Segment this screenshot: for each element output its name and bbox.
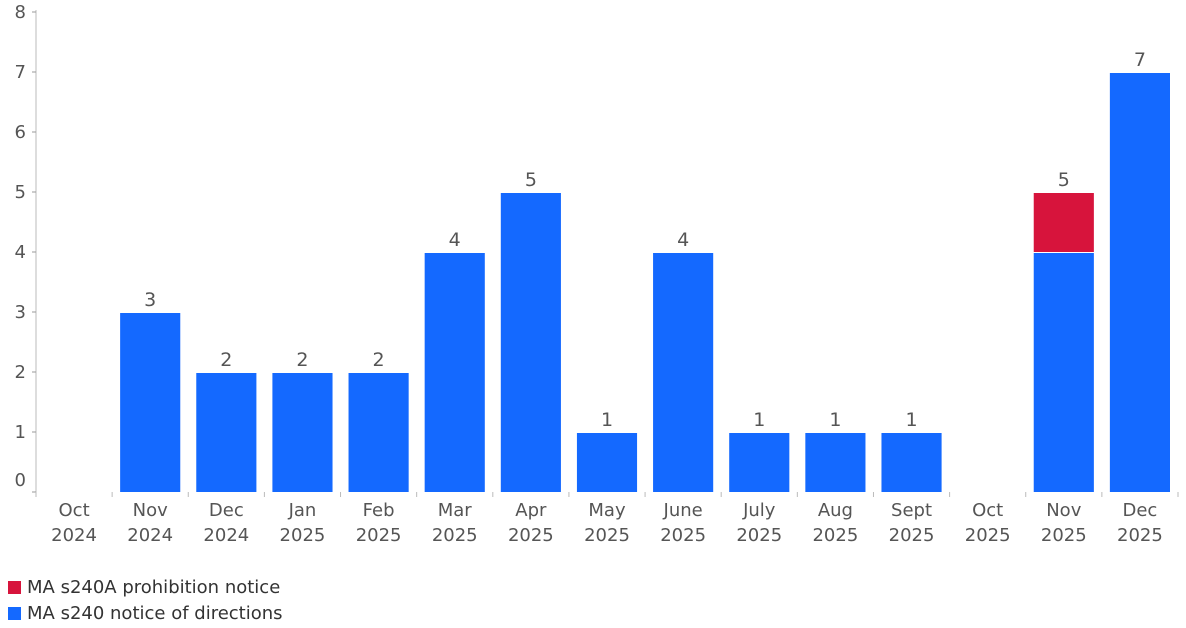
y-tick-label-5: 5 <box>15 182 26 203</box>
bar-total-label-5: 4 <box>449 229 461 251</box>
bar-total-label-14: 7 <box>1134 49 1146 71</box>
y-tick-label-7: 7 <box>15 62 26 83</box>
x-tick-label-month-4: Feb <box>363 500 395 521</box>
legend-swatch-directions <box>8 606 21 620</box>
x-tick-label-year-11: 2025 <box>889 525 935 546</box>
x-tick-label-year-0: 2024 <box>51 525 97 546</box>
bar-directions-10 <box>805 433 866 492</box>
bar-total-label-9: 1 <box>753 409 765 431</box>
bar-directions-13 <box>1033 253 1094 492</box>
bar-total-label-4: 2 <box>373 349 385 371</box>
x-tick-label-year-2: 2024 <box>203 525 249 546</box>
x-tick-label-year-6: 2025 <box>508 525 554 546</box>
bar-total-label-1: 3 <box>144 289 156 311</box>
bar-directions-5 <box>424 253 485 492</box>
bar-total-label-2: 2 <box>220 349 232 371</box>
x-tick-label-year-13: 2025 <box>1041 525 1087 546</box>
bar-total-label-7: 1 <box>601 409 613 431</box>
bar-directions-11 <box>881 433 942 492</box>
x-tick-label-year-5: 2025 <box>432 525 478 546</box>
x-tick-label-month-12: Oct <box>972 500 1003 521</box>
x-tick-label-month-1: Nov <box>133 500 168 521</box>
x-tick-label-month-3: Jan <box>288 500 317 521</box>
x-tick-label-month-8: June <box>663 500 703 521</box>
bar-directions-8 <box>653 253 714 492</box>
x-tick-label-year-14: 2025 <box>1117 525 1163 546</box>
y-tick-label-4: 4 <box>15 242 26 263</box>
bar-directions-2 <box>196 373 257 492</box>
bar-chart: 0 1 2 3 4 5 6 7 8 Oct 2024 3 Nov 2024 2 Dec 2024 2 Jan 2025… <box>15 2 1179 546</box>
x-tick-label-month-5: Mar <box>438 500 473 521</box>
legend: MA s240A prohibition notice MA s240 noti… <box>8 574 283 626</box>
x-tick-label-year-4: 2025 <box>356 525 402 546</box>
bar-total-label-6: 5 <box>525 169 537 191</box>
x-tick-label-year-3: 2025 <box>280 525 326 546</box>
bar-total-label-11: 1 <box>905 409 917 431</box>
x-tick-label-year-10: 2025 <box>812 525 858 546</box>
x-tick-label-month-7: May <box>588 500 626 521</box>
y-tick-label-2: 2 <box>15 362 26 383</box>
bar-directions-9 <box>729 433 790 492</box>
bar-directions-7 <box>576 433 638 492</box>
bar-total-label-10: 1 <box>829 409 841 431</box>
bar-directions-14 <box>1109 73 1170 492</box>
x-tick-label-month-14: Dec <box>1123 500 1158 521</box>
x-tick-label-month-10: Aug <box>818 500 853 521</box>
x-tick-label-year-9: 2025 <box>736 525 782 546</box>
x-tick-label-month-2: Dec <box>209 500 244 521</box>
legend-label-prohibition: MA s240A prohibition notice <box>27 576 281 598</box>
bar-total-label-3: 2 <box>296 349 308 371</box>
x-tick-label-year-7: 2025 <box>584 525 630 546</box>
bar-total-label-13: 5 <box>1058 169 1070 191</box>
x-tick-label-year-12: 2025 <box>965 525 1011 546</box>
y-tick-label-3: 3 <box>15 302 26 323</box>
legend-item-directions[interactable]: MA s240 notice of directions <box>8 600 283 626</box>
bar-directions-6 <box>500 193 561 492</box>
bar-directions-3 <box>272 373 333 492</box>
x-tick-label-month-11: Sept <box>891 500 932 521</box>
y-tick-label-1: 1 <box>15 422 26 443</box>
y-tick-label-6: 6 <box>15 122 26 143</box>
bar-directions-4 <box>348 373 409 492</box>
y-tick-label-8: 8 <box>15 2 26 23</box>
legend-swatch-prohibition <box>8 580 21 594</box>
x-tick-label-year-8: 2025 <box>660 525 706 546</box>
bar-total-label-8: 4 <box>677 229 689 251</box>
bar-directions-1 <box>120 313 181 492</box>
x-tick-label-month-13: Nov <box>1046 500 1081 521</box>
legend-item-prohibition[interactable]: MA s240A prohibition notice <box>8 574 283 600</box>
x-tick-label-month-0: Oct <box>59 500 90 521</box>
x-tick-label-year-1: 2024 <box>127 525 173 546</box>
x-tick-label-month-6: Apr <box>515 500 547 521</box>
y-tick-label-0: 0 <box>15 470 26 491</box>
legend-label-directions: MA s240 notice of directions <box>27 602 283 624</box>
bar-prohibition-13 <box>1033 193 1094 252</box>
x-tick-label-month-9: July <box>742 500 776 521</box>
